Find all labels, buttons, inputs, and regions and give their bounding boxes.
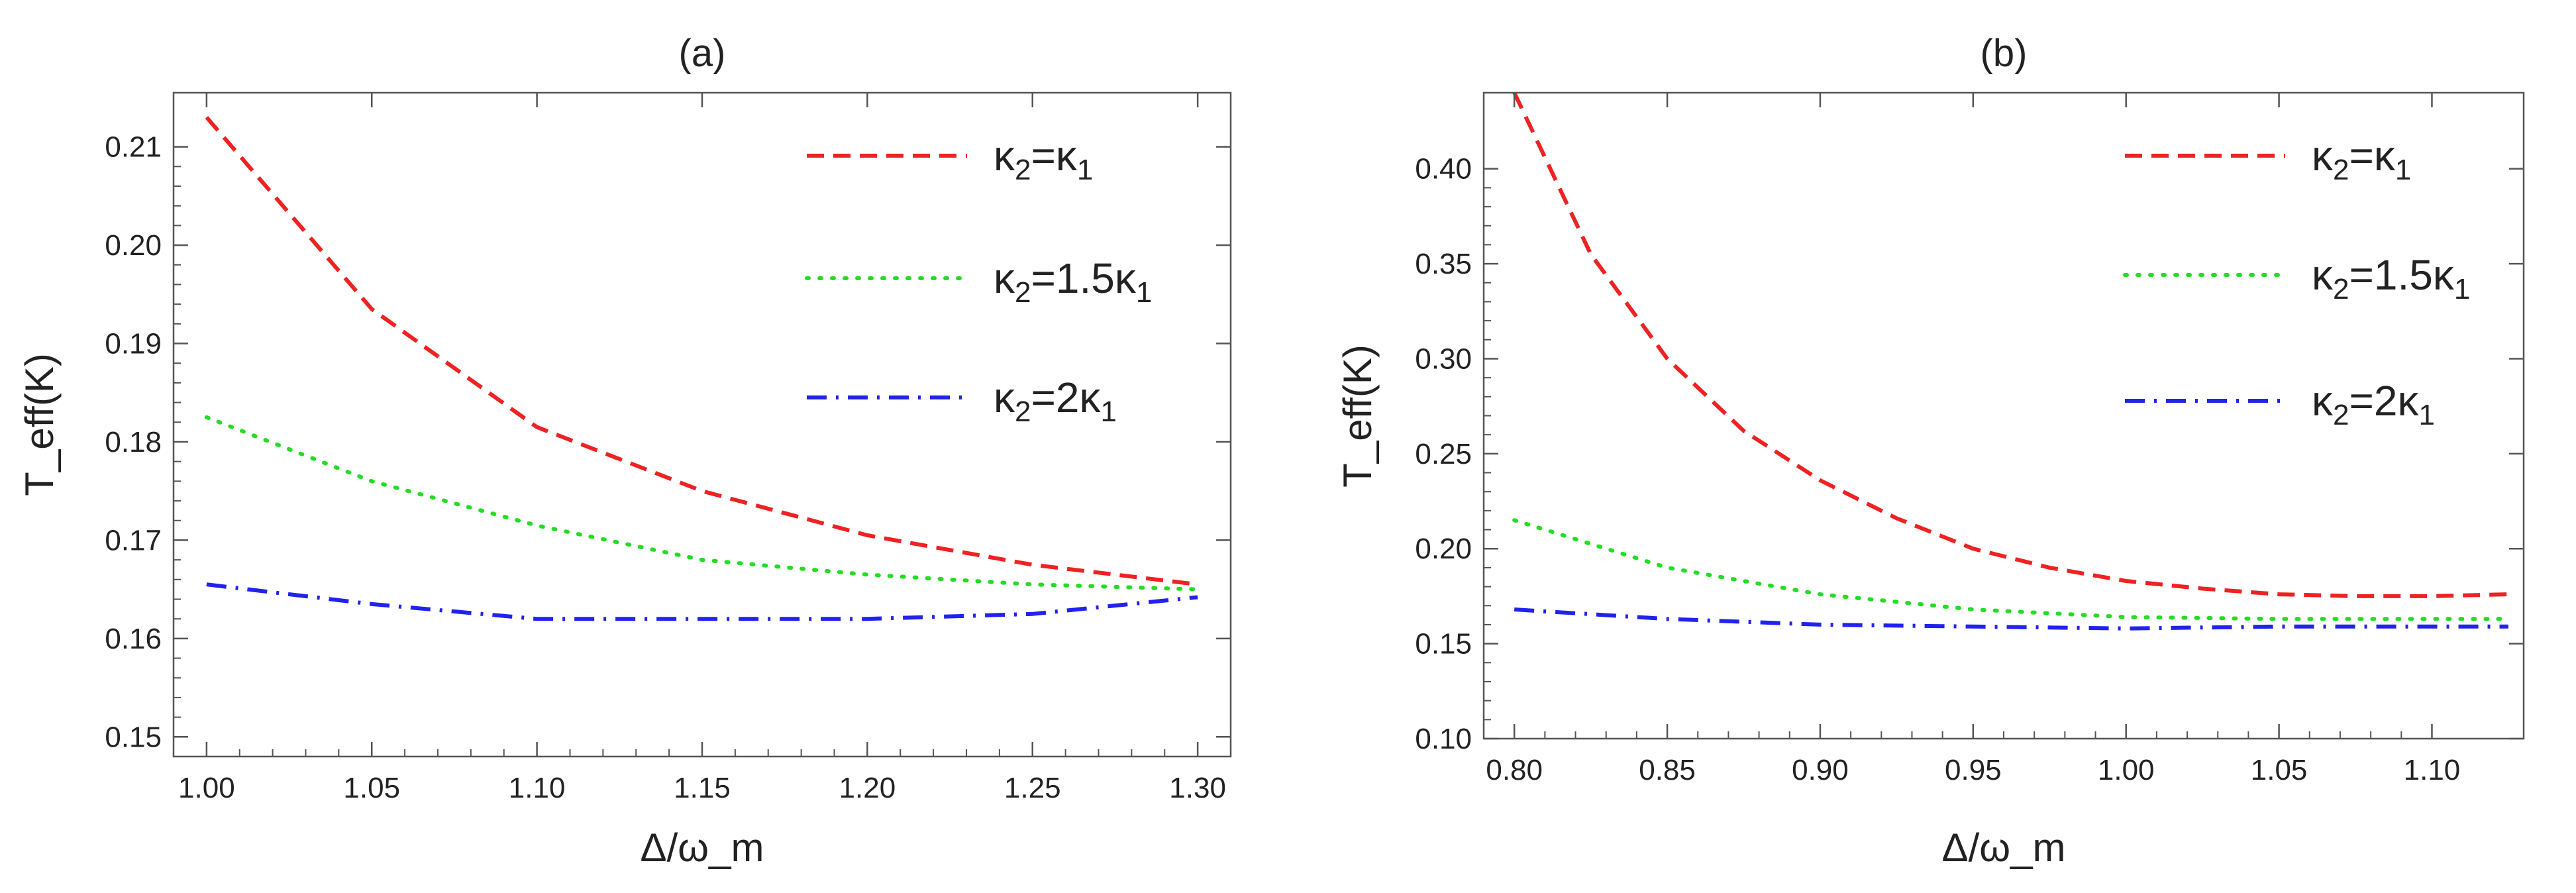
y-tick-label-a: 0.18	[105, 426, 162, 458]
panel-b: 0.80 0.85 0.90 0.95 1.00 1.05 1.10 0.10 0.15 0.20…	[1335, 32, 2525, 870]
x-tick-label-a: 1.25	[1004, 772, 1061, 804]
panel-a: 1.00 1.05 1.10 1.15 1.20 1.25 1.30 0.15 0.16 0.17…	[17, 32, 1232, 870]
panel-title-a: (a)	[679, 32, 726, 75]
legend-label-a-2: κ2=1.5κ1	[994, 254, 1152, 309]
x-tick-label-b: 0.95	[1945, 754, 2002, 786]
y-axis-label-b: T_eff(K)	[1335, 344, 1380, 488]
y-axis-label-a: T_eff(K)	[17, 353, 62, 496]
y-tick-label-a: 0.15	[105, 721, 162, 753]
x-tick-label-a: 1.30	[1169, 772, 1226, 804]
legend-label-a-1: κ2=κ1	[994, 132, 1093, 186]
series-line-b-3	[1514, 607, 2508, 631]
panel-title-b: (b)	[1981, 32, 2028, 75]
x-tick-label-b: 1.05	[2251, 754, 2308, 786]
y-tick-label-b: 0.25	[1415, 438, 1472, 470]
legend-label-a-3: κ2=2κ1	[994, 374, 1117, 428]
series-line-a-3	[206, 582, 1198, 621]
y-tick-label-b: 0.15	[1415, 628, 1472, 660]
x-tick-label-b: 1.10	[2404, 754, 2461, 786]
y-tick-label-a: 0.17	[105, 524, 162, 556]
y-tick-label-b: 0.10	[1415, 723, 1472, 755]
x-axis-label-a: Δ/ω_m	[641, 825, 764, 870]
legend-label-b-3: κ2=2κ1	[2312, 377, 2435, 431]
y-tick-label-b: 0.20	[1415, 533, 1472, 565]
x-tick-label-b: 0.80	[1486, 754, 1543, 786]
plot-frame-a	[172, 91, 1232, 758]
y-tick-label-b: 0.35	[1415, 248, 1472, 280]
x-tick-label-a: 1.15	[674, 772, 731, 804]
series-line-a-1	[205, 116, 1198, 587]
y-tick-label-a: 0.19	[105, 328, 162, 360]
legend-label-b-2: κ2=1.5κ1	[2312, 251, 2470, 305]
x-axis-label-b: Δ/ω_m	[1942, 825, 2066, 870]
x-tick-label-b: 1.00	[2098, 754, 2155, 786]
y-tick-label-b: 0.40	[1415, 153, 1472, 185]
x-tick-label-a: 1.20	[839, 772, 896, 804]
series-line-b-2	[1512, 518, 2510, 621]
legend-a: κ2=κ1 κ2=1.5κ1 κ2=2κ1	[805, 132, 1152, 428]
x-tick-label-b: 0.85	[1639, 754, 1696, 786]
legend-label-b-1: κ2=κ1	[2312, 132, 2411, 186]
x-tick-label-a: 1.10	[509, 772, 566, 804]
x-tick-label-a: 1.05	[343, 772, 400, 804]
y-tick-label-b: 0.30	[1415, 342, 1472, 375]
y-tick-label-a: 0.21	[105, 131, 162, 164]
series-line-b-1	[1512, 93, 2508, 598]
x-tick-label-a: 1.00	[178, 772, 235, 804]
y-tick-label-a: 0.16	[105, 623, 162, 655]
series-line-a-2	[204, 415, 1200, 592]
y-tick-label-a: 0.20	[105, 229, 162, 262]
x-tick-label-b: 0.90	[1792, 754, 1849, 786]
legend-b: κ2=κ1 κ2=1.5κ1 κ2=2κ1	[2123, 132, 2470, 431]
